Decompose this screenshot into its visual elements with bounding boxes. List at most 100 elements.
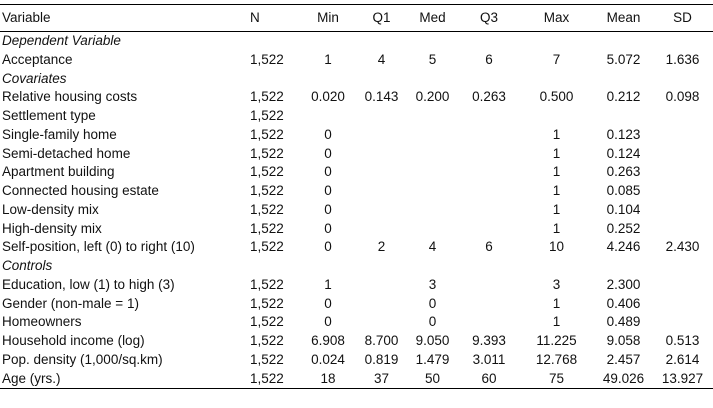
cell — [652, 313, 713, 332]
cell: 0.098 — [665, 89, 700, 105]
data-row: Self-position, left (0) to right (10) 1,5… — [0, 238, 713, 257]
cell: 0 — [324, 239, 332, 255]
cell: 50 — [424, 370, 441, 386]
cell: 12.768 — [535, 351, 578, 367]
cell: 60 — [481, 370, 497, 386]
row-label: High-density mix — [2, 220, 102, 236]
cell: 1,522 — [250, 164, 284, 180]
cell: 0.024 — [311, 351, 345, 367]
page: Variable N Min Q1 Med Q3 Max Mean SD Dependent V… — [0, 4, 713, 408]
cell: 2.614 — [665, 351, 700, 367]
cell: 4 — [377, 51, 386, 67]
column-header: SD — [673, 10, 692, 25]
cell: 3 — [552, 276, 561, 292]
cell — [460, 276, 518, 295]
cell: 0 — [324, 314, 332, 330]
cell — [652, 145, 713, 164]
cell — [405, 107, 460, 126]
cell — [460, 220, 518, 239]
cell: 7 — [552, 51, 561, 67]
cell — [652, 107, 713, 126]
cell: 2.430 — [665, 239, 700, 255]
data-row: Education, low (1) to high (3) 1,522 1 3 3 2.… — [0, 276, 713, 295]
cell — [652, 276, 713, 295]
column-header: Q3 — [479, 10, 498, 25]
cell — [460, 295, 518, 314]
row-label: Age (yrs.) — [2, 370, 61, 386]
cell: 9.058 — [606, 333, 641, 348]
cell — [460, 163, 518, 182]
section-label: Dependent Variable — [2, 33, 121, 48]
row-label: Acceptance — [2, 51, 73, 67]
cell: 0 — [324, 183, 332, 198]
column-header: Max — [543, 10, 570, 25]
cell — [358, 107, 405, 126]
stats-table: Variable N Min Q1 Med Q3 Max Mean SD Dependent V… — [0, 4, 713, 389]
cell — [518, 107, 595, 126]
cell: 6 — [485, 239, 493, 255]
column-header: Med — [419, 10, 446, 25]
cell: 4.246 — [606, 239, 641, 255]
row-label: Relative housing costs — [2, 89, 138, 105]
data-row: High-density mix 1,522 0 1 0.252 — [0, 220, 713, 239]
data-row: Connected housing estate 1,522 0 1 0.085 — [0, 182, 713, 201]
cell — [595, 107, 652, 126]
cell: 0.406 — [606, 295, 641, 311]
cell: 1,522 — [250, 370, 284, 386]
column-header: Q1 — [372, 10, 391, 25]
row-label: Self-position, left (0) to right (10) — [2, 239, 195, 255]
cell — [405, 201, 460, 220]
cell: 0 — [324, 126, 332, 142]
row-label: Household income (log) — [2, 333, 145, 348]
cell — [358, 220, 405, 239]
cell: 5 — [428, 51, 437, 67]
section-label: Covariates — [2, 70, 67, 86]
cell: 1 — [552, 126, 561, 142]
cell: 1.479 — [415, 351, 450, 367]
data-row: Household income (log) 1,522 6.908 8.700 9.0… — [0, 332, 713, 351]
cell: 0 — [324, 201, 332, 217]
cell: 1,522 — [250, 295, 284, 311]
cell: 1 — [552, 295, 561, 311]
cell: 0.513 — [665, 333, 700, 348]
cell — [652, 163, 713, 182]
cell: 8.700 — [364, 333, 399, 348]
table-header: Variable N Min Q1 Med Q3 Max Mean SD — [0, 4, 713, 32]
cell: 0.212 — [606, 89, 641, 105]
cell — [405, 145, 460, 164]
cell — [358, 182, 405, 201]
cell: 1 — [552, 201, 561, 217]
row-label: Gender (non-male = 1) — [2, 295, 139, 311]
cell: 2.300 — [606, 276, 641, 292]
cell — [358, 126, 405, 145]
cell — [652, 220, 713, 239]
cell: 4 — [428, 239, 437, 255]
cell: 1,522 — [250, 108, 284, 123]
cell: 0 — [324, 295, 332, 311]
cell: 0 — [324, 145, 332, 161]
row-label: Semi-detached home — [2, 145, 131, 161]
cell — [405, 163, 460, 182]
row-label: Pop. density (1,000/sq.km) — [2, 351, 163, 367]
cell: 0.123 — [606, 126, 641, 142]
data-row: Pop. density (1,000/sq.km) 1,522 0.024 0.81… — [0, 351, 713, 370]
cell — [652, 126, 713, 145]
cell: 6 — [485, 51, 493, 67]
cell: 1 — [552, 145, 561, 161]
cell: 0.252 — [606, 220, 641, 236]
cell — [460, 126, 518, 145]
cell: 1,522 — [250, 51, 284, 67]
cell: 13.927 — [661, 370, 704, 386]
section-label: Controls — [2, 258, 53, 273]
cell — [358, 313, 405, 332]
header-row: Variable N Min Q1 Med Q3 Max Mean SD — [0, 4, 713, 32]
cell — [358, 276, 405, 295]
row-label: Single-family home — [2, 126, 117, 142]
cell: 49.026 — [602, 370, 645, 386]
data-row: Relative housing costs 1,522 0.020 0.143 0.2… — [0, 88, 713, 107]
cell — [652, 201, 713, 220]
cell: 1,522 — [250, 239, 284, 255]
cell — [358, 145, 405, 164]
cell: 0 — [428, 314, 437, 330]
column-header: N — [250, 10, 260, 25]
